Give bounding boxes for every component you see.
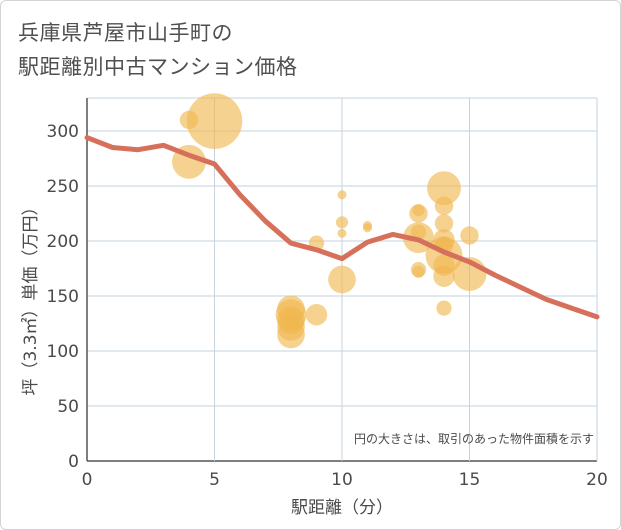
bubble-point[interactable] — [433, 265, 455, 287]
bubble-point[interactable] — [412, 265, 425, 278]
x-tick-label: 5 — [209, 470, 220, 490]
x-tick-label: 20 — [586, 470, 608, 490]
bubble-point[interactable] — [460, 226, 479, 245]
bubble-point[interactable] — [427, 171, 461, 206]
bubble-point[interactable] — [335, 216, 349, 229]
x-tick-label: 15 — [459, 470, 481, 490]
bubble-point[interactable] — [328, 265, 356, 294]
x-tick-label: 0 — [82, 470, 93, 490]
bubble-point[interactable] — [410, 224, 427, 240]
bubble-point[interactable] — [305, 303, 328, 326]
y-tick-label: 0 — [68, 452, 79, 472]
bubble-point[interactable] — [277, 320, 305, 349]
tick-labels: 0 50 100 150 200 250 300 0 5 10 15 20 — [47, 122, 608, 490]
chart-title: 兵庫県芦屋市山手町の 駅距離別中古マンション価格 — [18, 16, 298, 84]
bubbles-layer — [172, 93, 487, 349]
bubble-point[interactable] — [337, 228, 347, 238]
chart-title-line-1: 兵庫県芦屋市山手町の — [18, 21, 233, 45]
bubble-point[interactable] — [434, 196, 454, 215]
trend-line-layer — [84, 135, 600, 320]
bubble-point[interactable] — [434, 214, 454, 233]
bubble-point[interactable] — [186, 93, 243, 149]
y-tick-label: 100 — [47, 342, 79, 362]
y-tick-label: 150 — [47, 287, 79, 307]
bubble-point[interactable] — [337, 190, 347, 200]
chart-title-line-2: 駅距離別中古マンション価格 — [18, 55, 298, 79]
y-tick-label: 50 — [57, 397, 79, 417]
bubble-point[interactable] — [179, 110, 199, 130]
y-axis-label: 坪（3.3㎡）単価（万円） — [21, 198, 41, 395]
bubble-point[interactable] — [362, 223, 373, 233]
y-tick-label: 200 — [47, 232, 79, 252]
y-tick-label: 250 — [47, 177, 79, 197]
x-axis-label: 駅距離（分） — [291, 498, 393, 518]
bubble-point[interactable] — [412, 204, 425, 217]
bubble-size-note: 円の大きさは、取引のあった物件面積を示す — [354, 431, 594, 446]
x-tick-label: 10 — [331, 470, 353, 490]
y-tick-label: 300 — [47, 122, 79, 142]
bubble-point[interactable] — [436, 300, 452, 316]
average-price-line — [84, 135, 600, 320]
